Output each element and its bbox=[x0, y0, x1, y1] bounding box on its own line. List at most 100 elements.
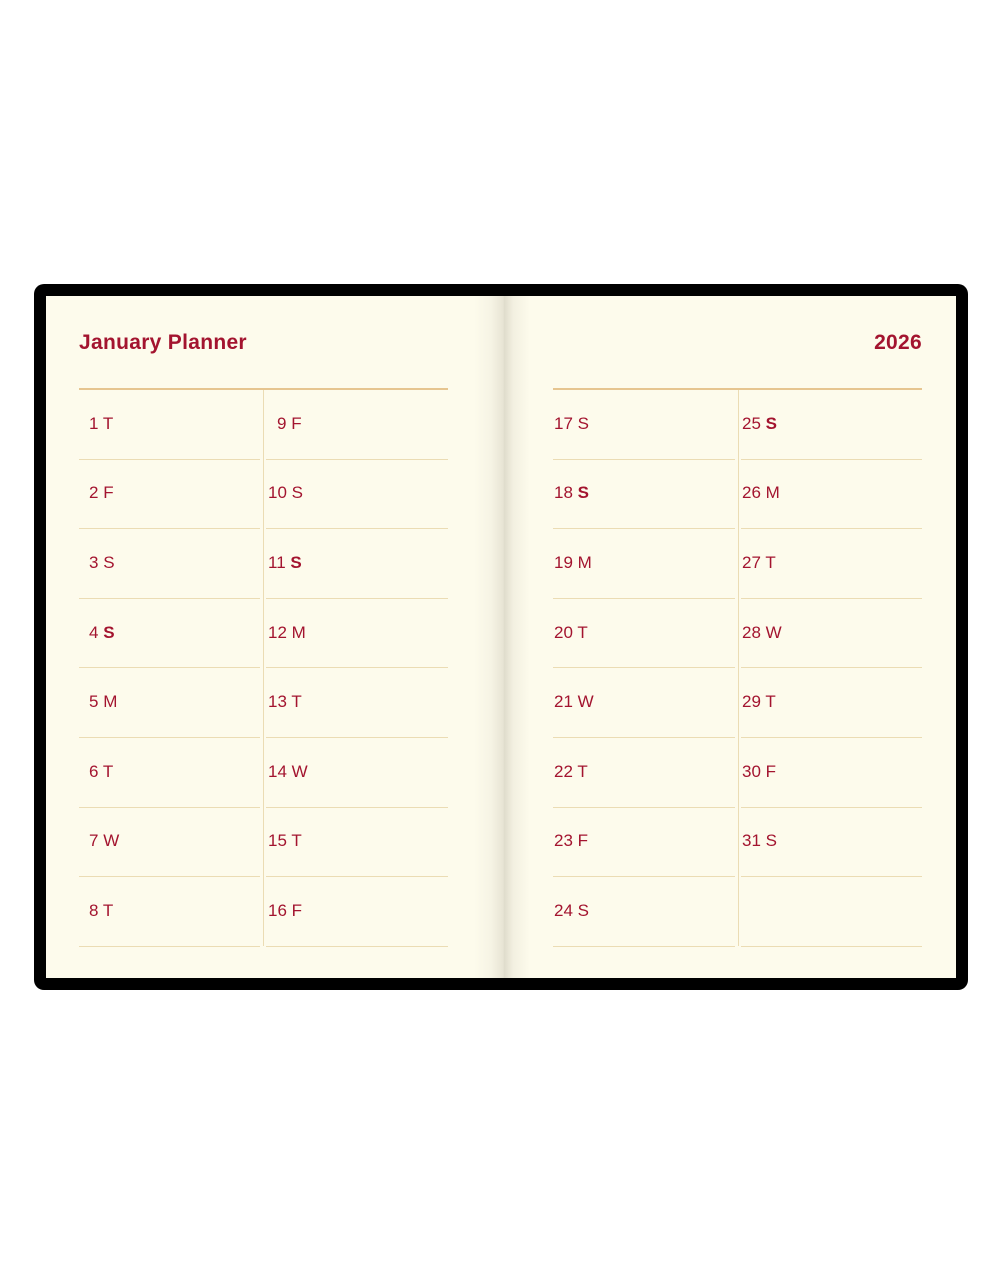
day-number: 3 bbox=[89, 553, 99, 572]
day-number: 19 bbox=[554, 553, 573, 572]
day-number: 29 bbox=[742, 692, 761, 711]
weekday-letter: T bbox=[291, 831, 302, 850]
row-divider bbox=[741, 807, 922, 808]
weekday-letter: T bbox=[577, 762, 588, 781]
day-number: 15 bbox=[268, 831, 287, 850]
day-entry: 24 S bbox=[554, 901, 589, 921]
weekday-letter: W bbox=[103, 831, 120, 850]
row-divider bbox=[553, 807, 735, 808]
weekday-letter: S bbox=[765, 831, 777, 850]
row-divider bbox=[79, 598, 260, 599]
row-divider bbox=[553, 528, 735, 529]
row-divider bbox=[266, 459, 448, 460]
day-entry: 18 S bbox=[554, 483, 589, 503]
day-number: 26 bbox=[742, 483, 761, 502]
row-divider bbox=[741, 876, 922, 877]
day-entry: 3 S bbox=[89, 553, 115, 573]
day-number: 22 bbox=[554, 762, 573, 781]
row-divider bbox=[741, 946, 922, 947]
weekday-letter: F bbox=[291, 414, 302, 433]
year-label: 2026 bbox=[874, 331, 922, 354]
day-number: 24 bbox=[554, 901, 573, 920]
page-title: January Planner bbox=[79, 331, 247, 354]
right-column-divider bbox=[738, 390, 739, 946]
day-entry: 29 T bbox=[742, 692, 776, 712]
day-number: 4 bbox=[89, 623, 99, 642]
row-divider bbox=[553, 876, 735, 877]
day-number: 5 bbox=[89, 692, 99, 711]
day-entry: 11 S bbox=[268, 553, 302, 573]
row-divider bbox=[79, 459, 260, 460]
day-number: 12 bbox=[268, 623, 287, 642]
day-number: 28 bbox=[742, 623, 761, 642]
day-entry: 17 S bbox=[554, 414, 589, 434]
day-entry: 6 T bbox=[89, 762, 113, 782]
weekday-letter: F bbox=[103, 483, 114, 502]
day-entry: 5 M bbox=[89, 692, 117, 712]
day-entry: 4 S bbox=[89, 623, 115, 643]
day-number: 9 bbox=[277, 414, 287, 433]
sunday-letter: S bbox=[577, 483, 589, 502]
day-number: 13 bbox=[268, 692, 287, 711]
row-divider bbox=[553, 459, 735, 460]
day-entry: 9 F bbox=[277, 414, 302, 434]
left-top-rule bbox=[79, 388, 448, 390]
day-number: 14 bbox=[268, 762, 287, 781]
day-entry: 23 F bbox=[554, 831, 588, 851]
row-divider bbox=[79, 737, 260, 738]
day-entry: 14 W bbox=[268, 762, 308, 782]
day-number: 31 bbox=[742, 831, 761, 850]
day-number: 16 bbox=[268, 901, 287, 920]
day-entry: 26 M bbox=[742, 483, 780, 503]
row-divider bbox=[266, 946, 448, 947]
planner-spread bbox=[46, 296, 956, 978]
row-divider bbox=[79, 876, 260, 877]
day-number: 25 bbox=[742, 414, 761, 433]
weekday-letter: T bbox=[291, 692, 302, 711]
row-divider bbox=[266, 737, 448, 738]
right-top-rule bbox=[553, 388, 922, 390]
day-entry: 12 M bbox=[268, 623, 306, 643]
weekday-letter: F bbox=[577, 831, 589, 850]
row-divider bbox=[741, 598, 922, 599]
sunday-letter: S bbox=[290, 553, 302, 572]
day-entry: 31 S bbox=[742, 831, 777, 851]
row-divider bbox=[553, 946, 735, 947]
day-number: 17 bbox=[554, 414, 573, 433]
day-entry: 15 T bbox=[268, 831, 302, 851]
weekday-letter: T bbox=[102, 901, 114, 920]
day-number: 11 bbox=[268, 553, 286, 572]
row-divider bbox=[79, 946, 260, 947]
row-divider bbox=[553, 667, 735, 668]
day-entry: 22 T bbox=[554, 762, 588, 782]
day-entry: 2 F bbox=[89, 483, 114, 503]
weekday-letter: T bbox=[765, 553, 776, 572]
row-divider bbox=[553, 598, 735, 599]
weekday-letter: S bbox=[103, 553, 115, 572]
day-entry: 20 T bbox=[554, 623, 588, 643]
day-entry: 10 S bbox=[268, 483, 303, 503]
book-gutter bbox=[474, 296, 530, 978]
row-divider bbox=[79, 807, 260, 808]
row-divider bbox=[266, 667, 448, 668]
day-number: 20 bbox=[554, 623, 573, 642]
row-divider bbox=[741, 737, 922, 738]
day-entry: 28 W bbox=[742, 623, 782, 643]
weekday-letter: W bbox=[291, 762, 308, 781]
weekday-letter: T bbox=[102, 414, 114, 433]
day-entry: 27 T bbox=[742, 553, 776, 573]
day-entry: 1 T bbox=[89, 414, 113, 434]
weekday-letter: F bbox=[765, 762, 777, 781]
row-divider bbox=[741, 667, 922, 668]
weekday-letter: S bbox=[577, 414, 589, 433]
day-number: 6 bbox=[89, 762, 99, 781]
left-column-divider bbox=[263, 390, 264, 946]
weekday-letter: S bbox=[577, 901, 589, 920]
day-number: 18 bbox=[554, 483, 573, 502]
weekday-letter: M bbox=[577, 553, 592, 572]
day-number: 8 bbox=[89, 901, 99, 920]
day-entry: 19 M bbox=[554, 553, 592, 573]
weekday-letter: T bbox=[577, 623, 588, 642]
weekday-letter: M bbox=[291, 623, 306, 642]
weekday-letter: T bbox=[765, 692, 776, 711]
